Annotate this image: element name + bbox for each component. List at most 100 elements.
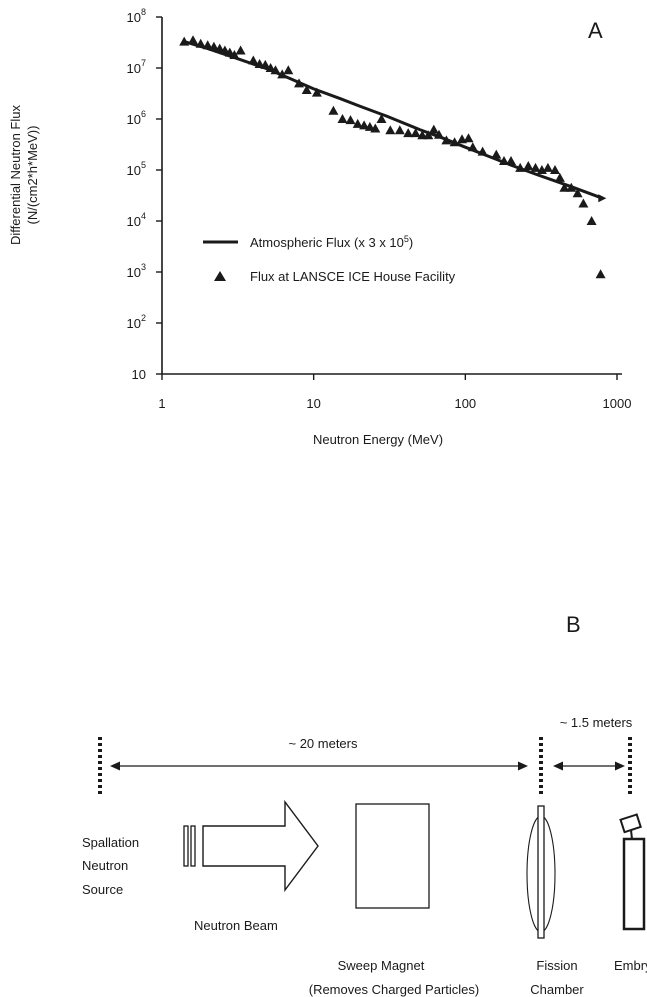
y-tick-base-2: 10: [127, 265, 141, 280]
lansce-point-53: [566, 182, 577, 192]
y-tick-base-1: 10: [127, 316, 141, 331]
lansce-point-34: [428, 124, 439, 134]
lansce-point-25: [364, 121, 375, 131]
lansce-point-42: [491, 149, 502, 159]
lansce-point-28: [385, 125, 396, 135]
distance-arrow-short: [553, 761, 625, 771]
legend-atmospheric-superscript: 5: [404, 234, 409, 244]
beam-label: Neutron Beam: [194, 918, 278, 933]
atmospheric-flux-line-end: [598, 194, 607, 203]
legend-entry-atmospheric: Atmospheric Flux (x 3 x 105): [250, 234, 413, 250]
lansce-point-26: [370, 123, 381, 133]
y-tick-exp-7: 8: [141, 7, 146, 17]
magnet-label-line1: Sweep Magnet: [338, 958, 425, 973]
lansce-point-15: [277, 69, 288, 79]
legend-entry-lansce: Flux at LANSCE ICE House Facility: [250, 269, 456, 284]
x-tick-label-1: 10: [306, 396, 320, 411]
lansce-point-49: [542, 162, 553, 172]
y-axis-label-line2: (N/(cm2*h*MeV)): [25, 126, 40, 225]
lansce-point-29: [394, 125, 405, 135]
source-label-line1: Spallation: [82, 835, 139, 850]
lansce-point-20: [328, 105, 339, 115]
lansce-point-3: [202, 40, 213, 50]
x-axis-label: Neutron Energy (MeV): [313, 432, 443, 447]
lansce-point-47: [530, 162, 541, 172]
distance-short-label: ~ 1.5 meters: [560, 715, 633, 730]
legend-atmospheric-suffix: ): [409, 235, 413, 250]
lansce-point-57: [595, 269, 606, 279]
lansce-point-40: [467, 142, 478, 152]
lansce-point-46: [523, 161, 534, 170]
y-tick-base-5: 10: [127, 112, 141, 127]
source-label-line2: Neutron: [82, 858, 128, 873]
lansce-point-12: [260, 59, 271, 69]
y-tick-exp-4: 5: [141, 160, 146, 170]
y-tick-label-5: 106: [127, 109, 146, 127]
lansce-point-39: [463, 133, 474, 143]
legend-atmospheric-text: Atmospheric Flux (x 3 x 10: [250, 235, 404, 250]
embryo-tube-neck: [630, 829, 633, 840]
lansce-point-31: [410, 128, 421, 138]
lansce-point-8: [229, 50, 240, 59]
x-tick-label-3: 1000: [603, 396, 632, 411]
lansce-point-1: [188, 35, 198, 45]
y-tick-base-3: 10: [127, 214, 141, 229]
lansce-point-35: [434, 129, 444, 139]
lansce-point-30: [403, 128, 414, 138]
beamline-diagram: B ~ 20 meters ~ 1.5 meters Spallation Ne…: [82, 612, 647, 997]
y-tick-base-4: 10: [127, 163, 141, 178]
lansce-point-18: [301, 85, 312, 94]
collimator-slab-2: [190, 825, 196, 867]
panel-label-b: B: [566, 612, 581, 637]
lansce-point-2: [195, 38, 206, 48]
y-tick-base-0: 10: [132, 367, 146, 382]
atmospheric-flux-line: [182, 40, 604, 200]
y-tick-base-6: 10: [127, 61, 141, 76]
x-tick-label-0: 1: [158, 396, 165, 411]
lansce-point-14: [270, 65, 281, 75]
y-tick-exp-6: 7: [141, 58, 146, 68]
neutron-beam-arrow: [202, 799, 319, 893]
lansce-point-9: [235, 45, 246, 55]
lansce-point-33: [423, 130, 434, 140]
y-tick-label-3: 104: [127, 211, 146, 229]
embryo-label: Embryo I: [614, 958, 647, 973]
embryo-tube: [622, 837, 646, 931]
lansce-point-54: [572, 188, 583, 198]
lansce-point-4: [208, 41, 219, 51]
y-tick-label-7: 108: [127, 7, 146, 25]
y-tick-label-6: 107: [127, 58, 146, 76]
lansce-point-37: [449, 137, 460, 147]
legend: Atmospheric Flux (x 3 x 105) Flux at LAN…: [203, 234, 456, 284]
lansce-point-22: [345, 115, 356, 125]
lansce-point-51: [554, 172, 565, 182]
magnet-label-line2: (Removes Charged Particles): [309, 982, 480, 997]
y-axis-label-line1: Differential Neutron Flux: [8, 105, 23, 245]
collimator-slab-1: [183, 825, 189, 867]
y-tick-exp-2: 3: [141, 262, 146, 272]
y-tick-exp-5: 6: [141, 109, 146, 119]
lansce-point-16: [283, 65, 294, 75]
lansce-point-36: [441, 135, 452, 145]
lansce-point-41: [477, 146, 488, 156]
x-tick-label-2: 100: [454, 396, 476, 411]
source-label-line3: Source: [82, 882, 123, 897]
y-tick-exp-1: 2: [141, 313, 146, 323]
atmospheric-flux-series: [182, 40, 607, 203]
lansce-point-23: [352, 118, 363, 128]
legend-triangle-swatch: [214, 271, 226, 281]
lansce-point-21: [337, 114, 348, 123]
y-axis-label-group: Differential Neutron Flux (N/(cm2*h*MeV)…: [8, 105, 40, 245]
lansce-point-24: [359, 120, 370, 130]
y-tick-label-1: 102: [127, 313, 146, 331]
distance-arrow-long: [110, 761, 528, 771]
distance-long-label: ~ 20 meters: [288, 736, 358, 751]
y-tick-label-4: 105: [127, 160, 146, 178]
y-tick-exp-3: 4: [141, 211, 146, 221]
lansce-point-5: [214, 43, 225, 53]
sweep-magnet: [355, 803, 430, 909]
fission-label-line1: Fission: [536, 958, 577, 973]
